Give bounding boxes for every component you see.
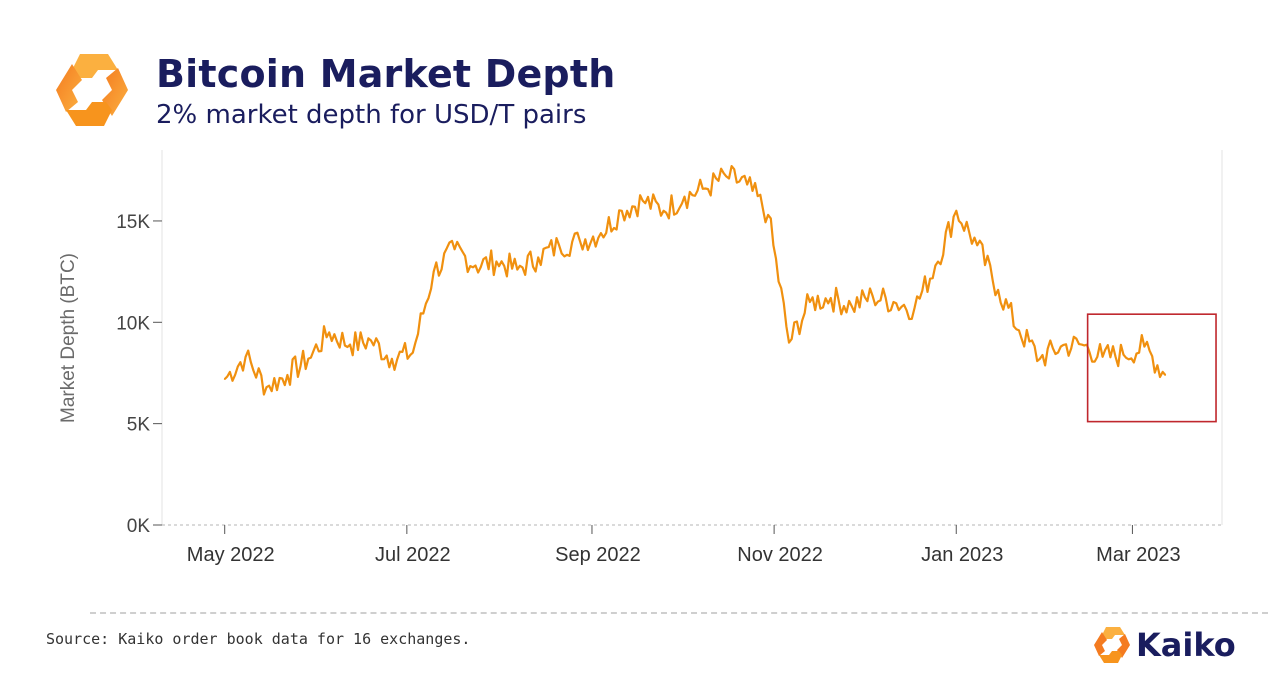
data-point [641, 199, 644, 202]
data-point [830, 297, 832, 299]
y-tick-label: 10K [116, 313, 150, 334]
data-point [871, 295, 874, 297]
data-point [704, 187, 707, 190]
data-point [516, 268, 519, 271]
chart-title: Bitcoin Market Depth [156, 52, 616, 96]
kaiko-wordmark: Kaiko [1136, 626, 1236, 664]
data-point [579, 240, 581, 242]
data-point [600, 232, 602, 234]
data-point [265, 386, 268, 389]
footer-divider [90, 612, 1268, 614]
data-point [997, 289, 999, 291]
data-point [432, 270, 435, 273]
data-point [725, 175, 728, 178]
y-axis-label: Market Depth (BTC) [58, 253, 79, 423]
data-point [1143, 345, 1146, 348]
data-point [558, 244, 560, 247]
source-note: Source: Kaiko order book data for 16 exc… [46, 630, 471, 648]
data-point [349, 343, 351, 346]
data-point [1122, 353, 1125, 356]
data-point [286, 374, 289, 376]
data-point [391, 358, 393, 360]
data-point [955, 210, 958, 212]
x-tick-label: Nov 2022 [737, 544, 823, 566]
y-tick-label: 15K [116, 212, 150, 233]
x-tick-label: May 2022 [187, 544, 275, 566]
series-line [223, 165, 1167, 396]
x-tick-label: Sep 2022 [555, 544, 641, 566]
data-point [370, 339, 372, 342]
market-depth-chart: 0K 5K 10K 15K May 2022 Jul 2022 Sep 2022 Nov 2… [58, 150, 1223, 566]
data-point [474, 264, 477, 267]
data-point [662, 210, 665, 212]
data-point [223, 378, 226, 380]
data-point [244, 356, 247, 358]
data-point [934, 264, 937, 267]
data-point [307, 358, 310, 360]
data-point [1080, 343, 1083, 346]
data-point [913, 307, 916, 309]
data-point [1018, 329, 1020, 332]
data-point [892, 301, 895, 303]
kaiko-brand-icon [1094, 627, 1130, 663]
data-point [1164, 374, 1167, 376]
chart-subtitle: 2% market depth for USD/T pairs [156, 100, 587, 130]
data-point [976, 244, 978, 247]
data-point [809, 301, 811, 303]
data-point [767, 214, 769, 216]
kaiko-logo-icon [56, 54, 128, 126]
data-point [1101, 356, 1104, 358]
y-tick-label: 5K [127, 415, 151, 436]
data-point [788, 341, 790, 344]
data-point [1039, 358, 1041, 360]
y-tick-label: 0K [127, 516, 151, 537]
data-point [537, 256, 539, 259]
x-tick-label: Jul 2022 [375, 544, 451, 566]
data-point [453, 248, 456, 251]
data-point [495, 260, 498, 263]
data-point [850, 305, 853, 307]
data-point [746, 183, 748, 186]
data-point [412, 351, 414, 354]
x-tick-label: Mar 2023 [1096, 544, 1181, 566]
data-point [1060, 345, 1062, 348]
data-point [328, 331, 331, 334]
highlight-rectangle [1086, 313, 1217, 423]
kaiko-brand: Kaiko [1092, 625, 1242, 665]
data-point [683, 195, 686, 198]
data-point [621, 210, 623, 212]
x-tick-label: Jan 2023 [921, 544, 1003, 566]
